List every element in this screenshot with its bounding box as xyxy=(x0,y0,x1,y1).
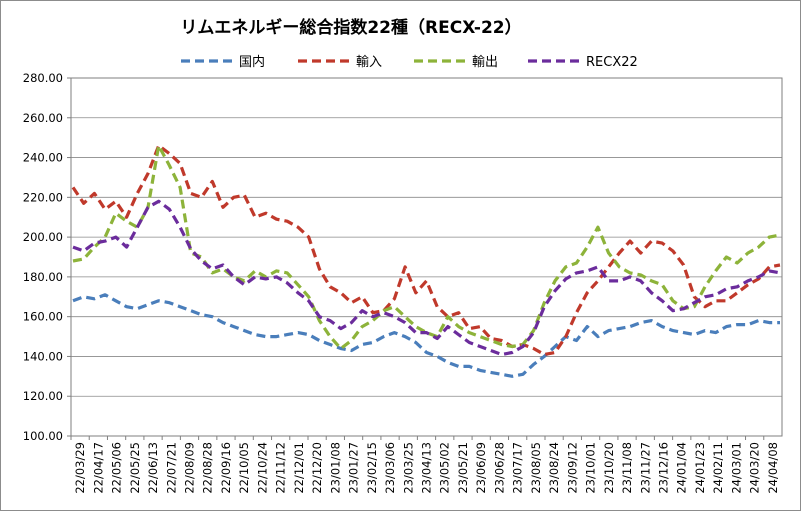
x-tick-label: 24/01/04 xyxy=(675,442,689,494)
legend-label: RECX22 xyxy=(586,55,638,70)
y-tick-label: 280.00 xyxy=(23,71,63,85)
legend-label: 輸出 xyxy=(472,55,498,70)
x-tick-label: 23/01/08 xyxy=(328,442,342,494)
legend-label: 輸入 xyxy=(356,55,382,70)
x-tick-label: 23/03/25 xyxy=(401,442,415,494)
legend-label: 国内 xyxy=(239,54,265,70)
x-tick-label: 23/03/06 xyxy=(383,442,397,494)
y-tick-label: 160.00 xyxy=(23,310,63,324)
x-tick-label: 24/02/11 xyxy=(711,442,725,494)
x-tick-label: 22/08/28 xyxy=(201,442,215,494)
x-tick-label: 23/11/08 xyxy=(620,442,634,494)
x-tick-label: 23/08/05 xyxy=(529,442,543,494)
x-axis: 22/03/29 22/04/17 22/05/06 22/05/25 22/06/13… xyxy=(70,436,780,494)
x-tick-label: 22/04/17 xyxy=(91,442,105,494)
x-tick-label: 24/01/23 xyxy=(693,442,707,494)
y-axis: 100.00 120.00 140.00 160.00 180.00 200.00 220.… xyxy=(23,71,71,443)
x-tick-label: 23/12/16 xyxy=(657,442,671,494)
plot-area xyxy=(70,77,783,437)
x-tick-label: 22/05/06 xyxy=(110,442,124,494)
series-line xyxy=(72,199,781,357)
x-tick-label: 23/01/27 xyxy=(347,442,361,494)
x-tick-label: 22/07/21 xyxy=(164,442,178,494)
x-tick-label: 23/02/15 xyxy=(365,442,379,494)
x-tick-label: 23/07/17 xyxy=(511,442,525,494)
x-tick-label: 23/04/13 xyxy=(420,442,434,494)
y-tick-label: 100.00 xyxy=(23,429,63,443)
x-tick-label: 23/08/24 xyxy=(547,442,561,494)
chart-title: リムエネルギー総合指数22種（RECX-22） xyxy=(180,17,521,38)
x-tick-label: 23/10/20 xyxy=(602,442,616,494)
x-tick-label: 22/08/09 xyxy=(183,442,197,494)
series-line xyxy=(72,293,780,378)
x-tick-label: 22/10/24 xyxy=(255,442,269,494)
x-tick-label: 24/03/01 xyxy=(729,442,743,494)
x-tick-label: 23/09/12 xyxy=(565,442,579,494)
y-tick-label: 240.00 xyxy=(23,151,63,165)
y-tick-label: 260.00 xyxy=(23,111,63,125)
y-tick-label: 140.00 xyxy=(23,349,63,363)
x-tick-label: 24/04/08 xyxy=(766,442,780,494)
x-tick-label: 22/06/13 xyxy=(146,442,160,494)
y-tick-label: 180.00 xyxy=(23,270,63,284)
series-line xyxy=(71,144,781,357)
x-tick-label: 23/05/02 xyxy=(438,442,452,494)
x-tick-label: 22/12/01 xyxy=(292,442,306,494)
x-tick-label: 22/12/20 xyxy=(310,442,324,494)
x-tick-label: 23/11/27 xyxy=(638,442,652,494)
x-tick-label: 24/03/20 xyxy=(748,442,762,494)
x-tick-label: 23/05/21 xyxy=(456,442,470,494)
x-tick-label: 23/10/01 xyxy=(584,442,598,494)
x-tick-label: 22/10/05 xyxy=(237,442,251,494)
x-tick-label: 22/11/12 xyxy=(274,442,288,494)
x-tick-label: 22/03/29 xyxy=(73,442,87,494)
gridlines xyxy=(71,77,782,437)
series-line xyxy=(72,144,781,351)
series-lines xyxy=(71,144,781,378)
x-tick-label: 22/05/25 xyxy=(128,442,142,494)
y-tick-label: 120.00 xyxy=(23,389,63,403)
y-tick-label: 200.00 xyxy=(23,230,63,244)
x-tick-label: 23/06/09 xyxy=(474,442,488,494)
x-tick-label: 22/09/16 xyxy=(219,442,233,494)
legend: 国内 輸入 輸出 RECX22 xyxy=(181,54,638,70)
y-tick-label: 220.00 xyxy=(23,190,63,204)
x-tick-label: 23/06/28 xyxy=(492,442,506,494)
